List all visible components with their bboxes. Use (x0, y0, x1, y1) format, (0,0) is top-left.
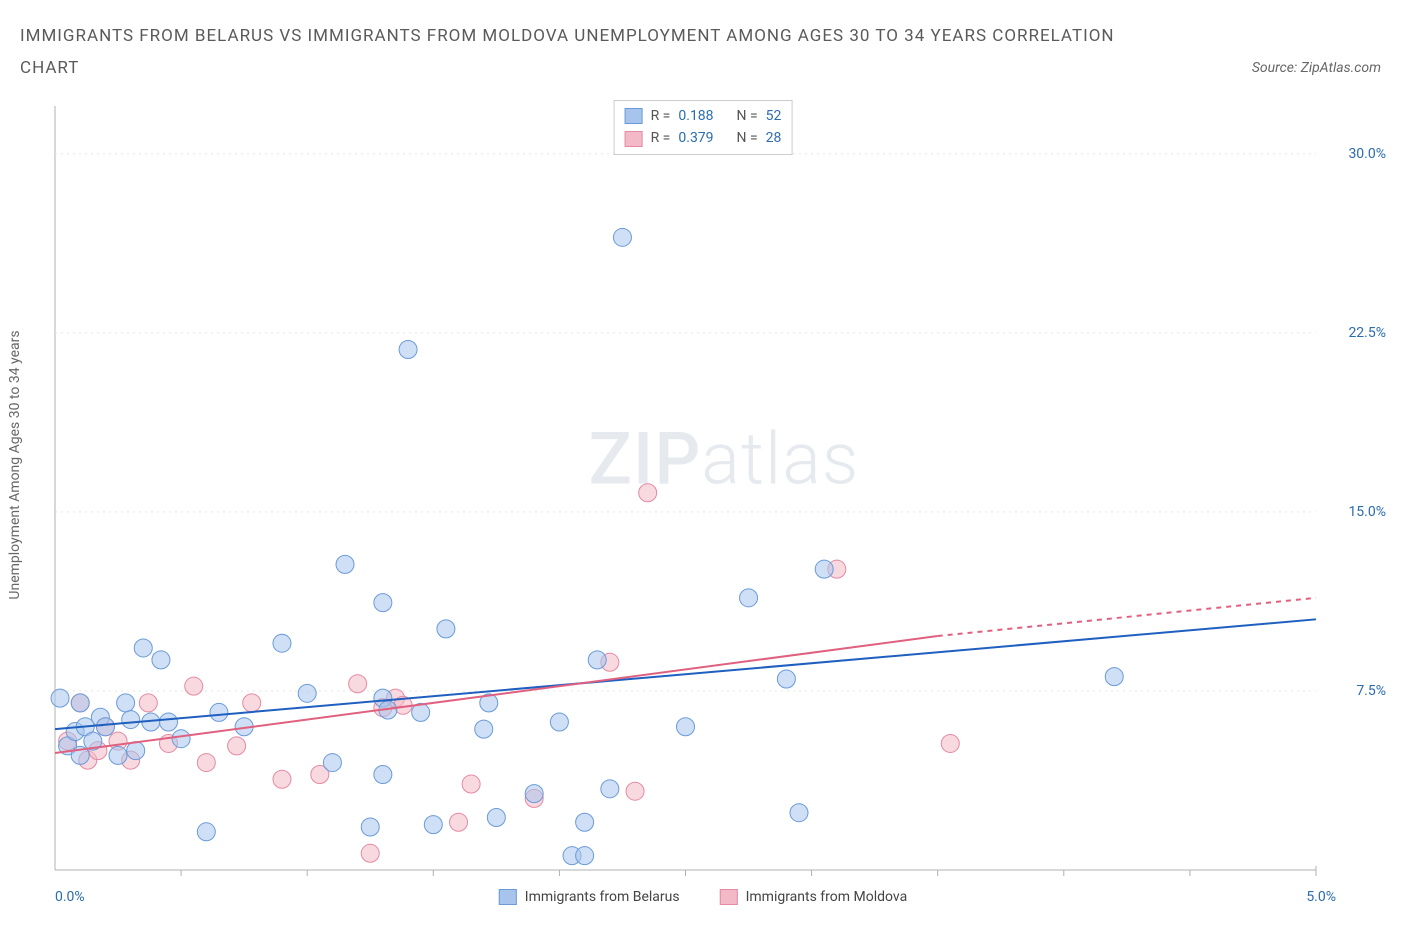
x-max-label: 5.0% (1306, 889, 1336, 905)
y-tick-label: 22.5% (1348, 325, 1386, 341)
n-label: N = (737, 127, 758, 149)
chart-svg (45, 100, 1326, 880)
r-label: R = (651, 127, 671, 149)
legend-label-moldova: Immigrants from Moldova (746, 889, 908, 905)
stats-row-belarus: R = 0.188 N = 52 (625, 105, 782, 127)
chart-plot-area: ZIPatlas (45, 100, 1326, 880)
chart-title: IMMIGRANTS FROM BELARUS VS IMMIGRANTS FR… (20, 20, 1120, 85)
stats-row-moldova: R = 0.379 N = 28 (625, 127, 782, 149)
source-label: Source: ZipAtlas.com (1252, 60, 1381, 76)
r-label: R = (651, 105, 671, 127)
y-tick-label: 30.0% (1348, 146, 1386, 162)
x-min-label: 0.0% (55, 889, 85, 905)
n-value-belarus: 52 (766, 105, 782, 127)
swatch-moldova (720, 889, 738, 905)
y-tick-label: 7.5% (1356, 683, 1386, 699)
stats-legend: R = 0.188 N = 52 R = 0.379 N = 28 (614, 100, 793, 155)
legend-item-belarus: Immigrants from Belarus (499, 889, 680, 905)
y-tick-label: 15.0% (1348, 504, 1386, 520)
swatch-moldova (625, 131, 643, 147)
swatch-belarus (625, 108, 643, 124)
r-value-moldova: 0.379 (678, 127, 713, 149)
legend-item-moldova: Immigrants from Moldova (720, 889, 908, 905)
n-label: N = (737, 105, 758, 127)
n-value-moldova: 28 (766, 127, 782, 149)
series-legend: Immigrants from Belarus Immigrants from … (499, 889, 907, 905)
swatch-belarus (499, 889, 517, 905)
y-axis-label: Unemployment Among Ages 30 to 34 years (7, 330, 23, 599)
legend-label-belarus: Immigrants from Belarus (525, 889, 680, 905)
r-value-belarus: 0.188 (678, 105, 713, 127)
